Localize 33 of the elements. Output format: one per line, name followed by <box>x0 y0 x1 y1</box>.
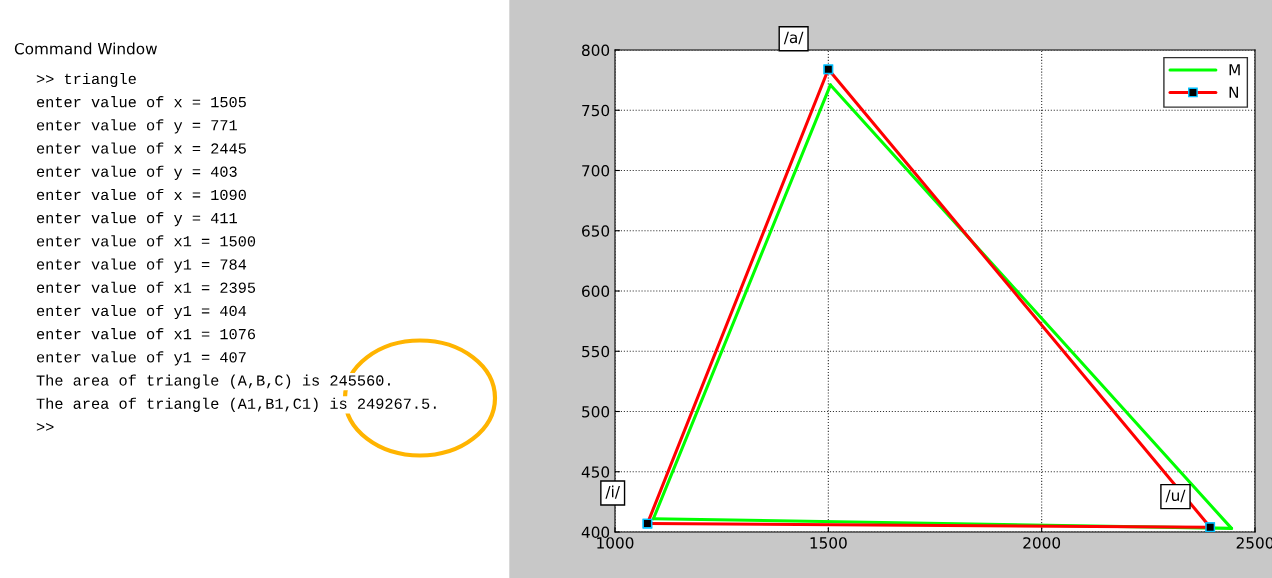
annotation: /i/ <box>605 485 620 499</box>
text: enter value of y = 403 <box>36 165 237 180</box>
text: enter value of y1 = 784 <box>36 258 247 273</box>
legend-label: M <box>1229 64 1240 76</box>
text: Command Window <box>14 42 157 55</box>
text: enter value of y1 = 404 <box>36 304 247 320</box>
y-tick-label: 650 <box>582 225 610 237</box>
text: enter value of x1 = 2395 <box>36 281 256 293</box>
y-tick-label: 450 <box>581 466 610 478</box>
text: enter value of y = 411 <box>36 212 237 227</box>
y-tick-label: 750 <box>582 104 610 117</box>
text: enter value of x = 1505 <box>36 96 246 108</box>
text: enter value of x1 = 1076 <box>36 328 256 340</box>
annotation: /u/ <box>1165 489 1186 503</box>
text: enter value of y = 771 <box>36 119 237 134</box>
y-tick-label: 500 <box>582 405 610 418</box>
x-tick-label: 2000 <box>1023 537 1061 549</box>
annotation: /a/ <box>783 31 804 45</box>
y-tick-label: 550 <box>582 345 610 358</box>
text: enter value of x = 2445 <box>36 142 246 154</box>
y-tick-label: 600 <box>582 285 610 298</box>
text: enter value of y1 = 407 <box>36 351 246 366</box>
y-tick-label: 700 <box>582 164 610 177</box>
x-tick-label: 1000 <box>597 537 634 549</box>
text: enter value of x1 = 1500 <box>36 235 256 247</box>
text: The area of triangle (A,B,C) is 245560. <box>36 374 390 389</box>
text: enter value of x = 1090 <box>36 188 246 201</box>
text: The area of triangle (A1,B1,C1) is 249267.5. <box>36 397 436 412</box>
text: >> <box>36 423 54 431</box>
x-tick-label: 1500 <box>810 537 847 549</box>
y-tick-label: 800 <box>582 44 610 57</box>
text: >> triangle <box>36 72 136 88</box>
legend-label: N <box>1229 86 1238 98</box>
